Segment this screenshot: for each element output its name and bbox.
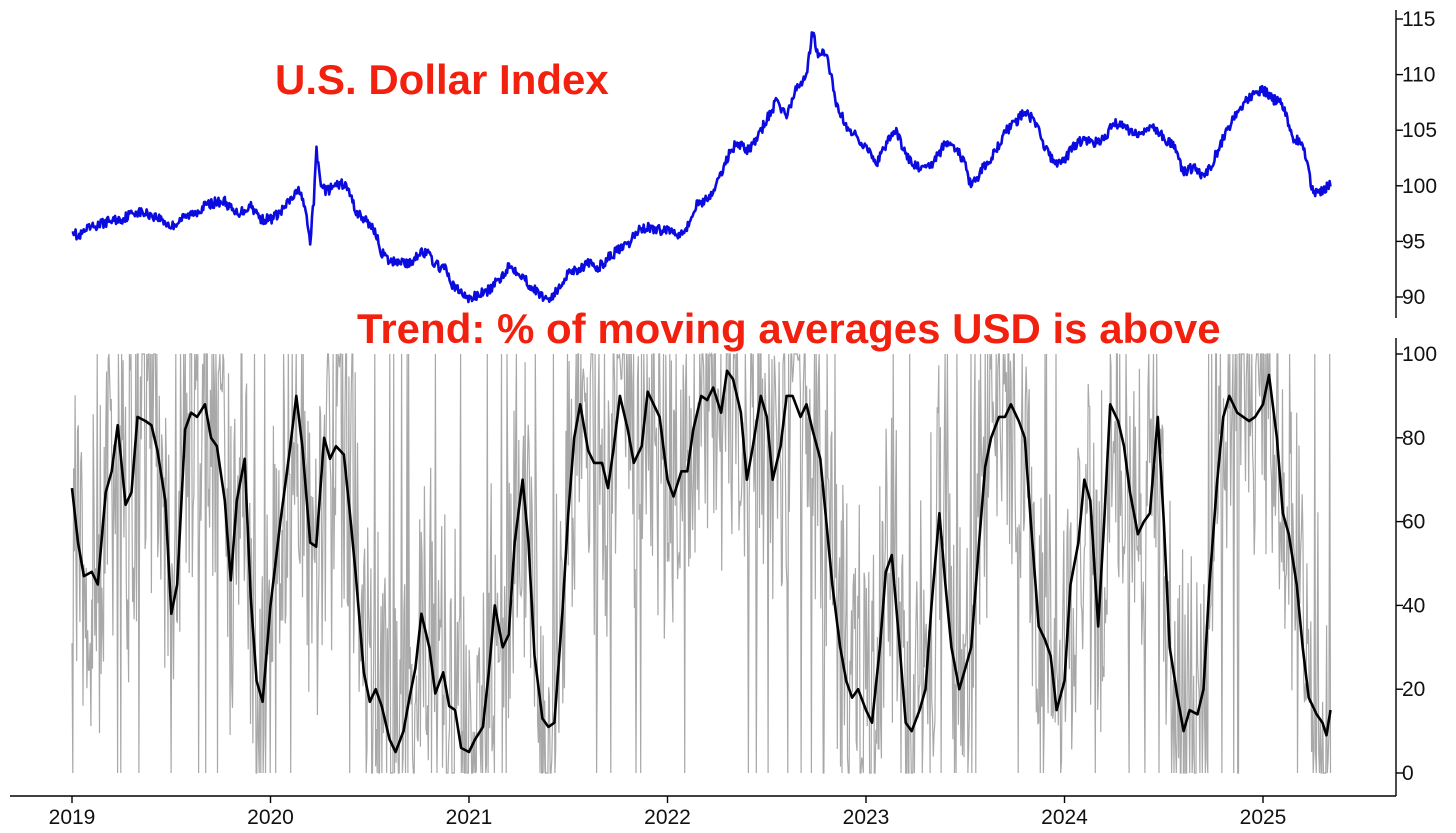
usd-y-tick-label: 100 — [1402, 175, 1437, 198]
x-tick-label: 2019 — [49, 806, 96, 829]
usd-index-series — [71, 31, 1332, 304]
trend-y-tick-label: 80 — [1402, 427, 1425, 450]
raw-trend-line — [71, 351, 1332, 774]
x-tick-label: 2023 — [843, 806, 890, 829]
trend-y-tick-label: 40 — [1402, 594, 1425, 617]
usd-y-tick-label: 115 — [1402, 8, 1435, 31]
trend-y-tick-label: 100 — [1402, 343, 1437, 366]
x-tick-label: 2025 — [1240, 806, 1287, 829]
x-tick-label: 2021 — [446, 806, 493, 829]
x-tick-label: 2022 — [644, 806, 691, 829]
trend-title: Trend: % of moving averages USD is above — [357, 305, 1221, 352]
x-tick-label: 2020 — [247, 806, 294, 829]
usd-y-tick-label: 90 — [1402, 286, 1425, 309]
smoothed-trend-line — [70, 369, 1332, 754]
usd-index-title: U.S. Dollar Index — [275, 56, 609, 103]
trend-y-tick-label: 0 — [1402, 762, 1414, 785]
smoothed-trend-series — [70, 369, 1332, 754]
trend-y-tick-label: 20 — [1402, 678, 1425, 701]
trend-y-tick-label: 60 — [1402, 511, 1425, 534]
x-tick-label: 2024 — [1041, 806, 1088, 829]
usd-y-tick-label: 95 — [1402, 230, 1425, 253]
usd-index-line — [71, 31, 1332, 304]
raw-trend-series — [71, 351, 1332, 774]
usd-y-tick-label: 110 — [1402, 64, 1435, 87]
axes: 2019 2020 2021 2022 2023 2024 2025 90 95 100 105 11… — [10, 8, 1437, 829]
usd-y-tick-label: 105 — [1402, 119, 1437, 142]
